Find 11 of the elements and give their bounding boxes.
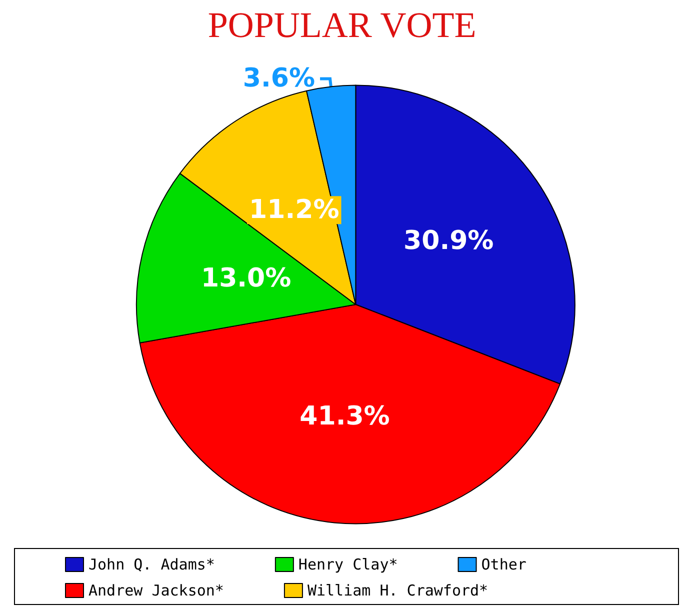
legend-label: William H. Crawford*: [307, 582, 488, 600]
data-label: 30.9%: [404, 226, 494, 256]
legend-label: Andrew Jackson*: [88, 582, 224, 600]
legend-label: John Q. Adams*: [88, 556, 215, 574]
data-label: 11.2%: [249, 195, 340, 226]
legend-label: Henry Clay*: [298, 556, 398, 574]
chart-title: POPULAR VOTE: [208, 5, 476, 45]
data-label: 3.6%: [242, 64, 316, 94]
data-label: 13.0%: [200, 264, 292, 294]
data-label: 41.3%: [300, 402, 390, 432]
legend-label: Other: [481, 556, 526, 574]
